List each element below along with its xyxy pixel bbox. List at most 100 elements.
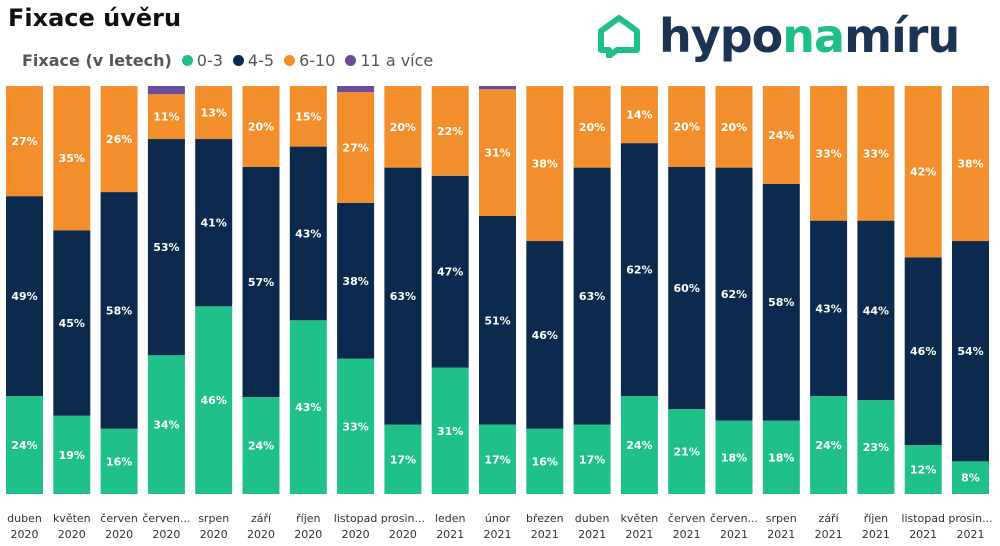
bar-segment-0-3-8[interactable] — [384, 424, 422, 494]
bar-segment-4-5-6[interactable] — [289, 146, 327, 321]
bar-segment-11-a-v-ce-3[interactable] — [147, 86, 185, 95]
data-label-4-5-19: 46% — [910, 345, 936, 358]
bar-segment-6-10-8[interactable] — [384, 86, 422, 168]
data-label-0-3-20: 8% — [961, 472, 980, 485]
data-label-6-10-20: 38% — [957, 158, 983, 171]
bar-segment-0-3-17[interactable] — [810, 396, 848, 494]
bar-segment-0-3-3[interactable] — [147, 355, 185, 494]
bar-segment-0-3-1[interactable] — [53, 415, 91, 494]
bar-segment-0-3-9[interactable] — [431, 367, 469, 494]
bar-segment-4-5-13[interactable] — [620, 143, 658, 397]
bar-segment-4-5-0[interactable] — [6, 196, 43, 397]
bar-segment-0-3-4[interactable] — [195, 306, 233, 494]
bar-segment-4-5-5[interactable] — [242, 166, 280, 398]
bar-segment-4-5-9[interactable] — [431, 175, 469, 368]
bar-segment-4-5-11[interactable] — [526, 241, 564, 429]
data-label-0-3-8: 17% — [390, 453, 416, 466]
x-tick-label-13-year: 2021 — [625, 528, 653, 541]
bar-segment-0-3-7[interactable] — [337, 358, 375, 494]
bar-segment-4-5-18[interactable] — [857, 220, 895, 401]
data-label-4-5-2: 58% — [106, 304, 132, 317]
bar-segment-6-10-11[interactable] — [526, 86, 564, 242]
bar-segment-6-10-4[interactable] — [195, 86, 233, 140]
bar-segment-6-10-9[interactable] — [431, 86, 469, 176]
bar-segment-6-10-12[interactable] — [573, 86, 611, 168]
bar-segment-0-3-12[interactable] — [573, 424, 611, 494]
legend-item-4-5[interactable]: 4-5 — [232, 51, 274, 70]
x-tick-label-16-year: 2021 — [767, 528, 795, 541]
bar-segment-0-3-10[interactable] — [479, 424, 516, 494]
x-tick-label-2-year: 2020 — [105, 528, 133, 541]
bar-segment-0-3-2[interactable] — [100, 428, 138, 494]
bar-segment-4-5-4[interactable] — [195, 139, 233, 307]
bar-segment-0-3-19[interactable] — [904, 445, 942, 494]
bar-segment-6-10-19[interactable] — [904, 86, 942, 258]
data-label-6-10-13: 14% — [626, 109, 652, 122]
bar-segment-6-10-1[interactable] — [53, 86, 91, 231]
data-label-6-10-8: 20% — [390, 121, 416, 134]
x-tick-label-18-year: 2021 — [862, 528, 890, 541]
bar-segment-6-10-13[interactable] — [620, 86, 658, 144]
bar-segment-6-10-2[interactable] — [100, 86, 138, 193]
x-tick-label-12-month: duben — [575, 512, 610, 525]
bar-segment-6-10-5[interactable] — [242, 86, 280, 167]
bar-segment-6-10-0[interactable] — [6, 86, 43, 197]
bar-segment-4-5-3[interactable] — [147, 139, 185, 356]
data-label-6-10-12: 20% — [579, 121, 605, 134]
data-label-6-10-2: 26% — [106, 133, 132, 146]
x-tick-label-9-month: leden — [435, 512, 466, 525]
x-tick-label-3-month: červen... — [142, 512, 190, 525]
bar-segment-11-a-v-ce-7[interactable] — [337, 86, 375, 93]
bar-segment-6-10-14[interactable] — [668, 86, 706, 167]
bar-segment-4-5-19[interactable] — [904, 257, 942, 446]
bar-segment-6-10-3[interactable] — [147, 94, 185, 140]
bar-segment-0-3-11[interactable] — [526, 428, 564, 494]
bar-segment-6-10-17[interactable] — [810, 86, 848, 221]
bar-segment-0-3-14[interactable] — [668, 409, 706, 494]
x-tick-label-6-month: říjen — [296, 512, 320, 525]
bar-segment-6-10-16[interactable] — [762, 86, 800, 184]
bar-segment-4-5-20[interactable] — [952, 241, 989, 462]
data-label-6-10-19: 42% — [910, 166, 936, 179]
bar-segment-0-3-0[interactable] — [6, 396, 43, 494]
bar-segment-11-a-v-ce-10[interactable] — [479, 86, 516, 90]
legend-item-6-10[interactable]: 6-10 — [284, 51, 335, 70]
bar-segment-4-5-12[interactable] — [573, 167, 611, 425]
legend-item-0-3[interactable]: 0-3 — [181, 51, 223, 70]
bar-segment-4-5-1[interactable] — [53, 230, 91, 416]
bar-segment-6-10-15[interactable] — [715, 86, 753, 168]
data-label-0-3-2: 16% — [106, 455, 132, 468]
bar-segment-4-5-14[interactable] — [668, 166, 706, 410]
data-label-0-3-15: 18% — [721, 451, 747, 464]
legend-item-11-a-vice[interactable]: 11 a více — [345, 51, 433, 70]
bar-segment-0-3-6[interactable] — [289, 320, 327, 494]
bar-segment-6-10-6[interactable] — [289, 86, 327, 147]
logo-text-hypo: hypo — [659, 9, 783, 63]
bar-segment-4-5-15[interactable] — [715, 167, 753, 421]
bar-segment-4-5-2[interactable] — [100, 192, 138, 429]
bar-segment-0-3-16[interactable] — [762, 420, 800, 494]
data-label-0-3-18: 23% — [863, 441, 889, 454]
bar-segment-0-3-18[interactable] — [857, 400, 895, 494]
bar-segment-0-3-5[interactable] — [242, 397, 280, 494]
x-tick-label-4-year: 2020 — [200, 528, 228, 541]
bar-segment-4-5-8[interactable] — [384, 167, 422, 425]
bar-segment-0-3-13[interactable] — [620, 396, 658, 494]
legend-dot-4-5 — [232, 55, 244, 66]
bar-segment-6-10-10[interactable] — [479, 89, 516, 217]
data-label-0-3-5: 24% — [248, 440, 274, 453]
bar-segment-6-10-20[interactable] — [952, 86, 989, 242]
bar-segment-4-5-10[interactable] — [479, 216, 516, 425]
x-tick-label-5-month: září — [251, 512, 272, 525]
bar-segment-0-3-15[interactable] — [715, 420, 753, 494]
bar-segment-6-10-18[interactable] — [857, 86, 895, 221]
bar-segment-0-3-20[interactable] — [952, 461, 989, 494]
data-label-6-10-3: 11% — [153, 111, 179, 124]
legend-dot-0-3 — [181, 55, 193, 66]
bar-segment-4-5-17[interactable] — [810, 220, 848, 397]
legend-label-0-3: 0-3 — [196, 51, 223, 70]
bar-segment-4-5-16[interactable] — [762, 183, 800, 421]
bar-segment-4-5-7[interactable] — [337, 202, 375, 359]
x-tick-label-16-month: srpen — [766, 512, 797, 525]
bar-segment-6-10-7[interactable] — [337, 92, 375, 203]
